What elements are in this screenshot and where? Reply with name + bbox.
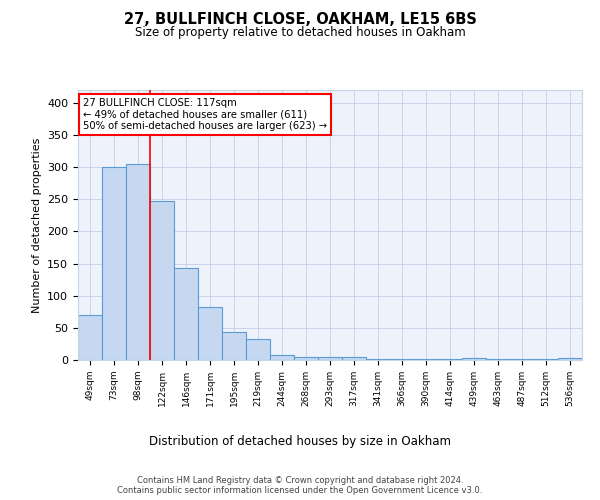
Bar bbox=[102, 167, 126, 360]
Y-axis label: Number of detached properties: Number of detached properties bbox=[32, 138, 41, 312]
Text: Size of property relative to detached houses in Oakham: Size of property relative to detached ho… bbox=[134, 26, 466, 39]
Bar bbox=[270, 355, 294, 360]
Text: Contains HM Land Registry data © Crown copyright and database right 2024.
Contai: Contains HM Land Registry data © Crown c… bbox=[118, 476, 482, 495]
Bar bbox=[342, 357, 366, 360]
Bar bbox=[222, 332, 246, 360]
Bar bbox=[150, 200, 174, 360]
Bar bbox=[558, 358, 582, 360]
Bar bbox=[198, 306, 222, 360]
Bar bbox=[246, 339, 270, 360]
Text: 27, BULLFINCH CLOSE, OAKHAM, LE15 6BS: 27, BULLFINCH CLOSE, OAKHAM, LE15 6BS bbox=[124, 12, 476, 28]
Bar bbox=[462, 358, 486, 360]
Text: Distribution of detached houses by size in Oakham: Distribution of detached houses by size … bbox=[149, 435, 451, 448]
Text: 27 BULLFINCH CLOSE: 117sqm
← 49% of detached houses are smaller (611)
50% of sem: 27 BULLFINCH CLOSE: 117sqm ← 49% of deta… bbox=[83, 98, 327, 132]
Bar bbox=[366, 358, 390, 360]
Bar bbox=[78, 315, 102, 360]
Bar bbox=[318, 357, 342, 360]
Bar bbox=[294, 357, 318, 360]
Bar bbox=[126, 164, 150, 360]
Bar bbox=[174, 268, 198, 360]
